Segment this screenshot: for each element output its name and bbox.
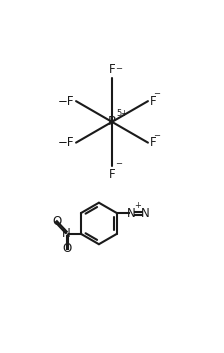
Text: −: − — [153, 90, 160, 98]
Text: −: − — [115, 159, 122, 168]
Text: −: − — [153, 131, 160, 140]
Text: −: − — [115, 64, 122, 73]
Text: F: F — [150, 95, 157, 108]
Text: −F: −F — [57, 95, 74, 108]
Text: O: O — [62, 242, 71, 255]
Text: −F: −F — [57, 136, 74, 149]
Text: F: F — [109, 63, 115, 76]
Text: O: O — [52, 215, 62, 228]
Text: +: + — [135, 202, 141, 210]
Text: P: P — [108, 115, 116, 128]
Text: N: N — [62, 227, 71, 240]
Text: N: N — [141, 207, 150, 220]
Text: F: F — [109, 168, 115, 181]
Text: F: F — [150, 136, 157, 149]
Text: 5+: 5+ — [116, 108, 129, 118]
Text: N: N — [127, 207, 136, 220]
